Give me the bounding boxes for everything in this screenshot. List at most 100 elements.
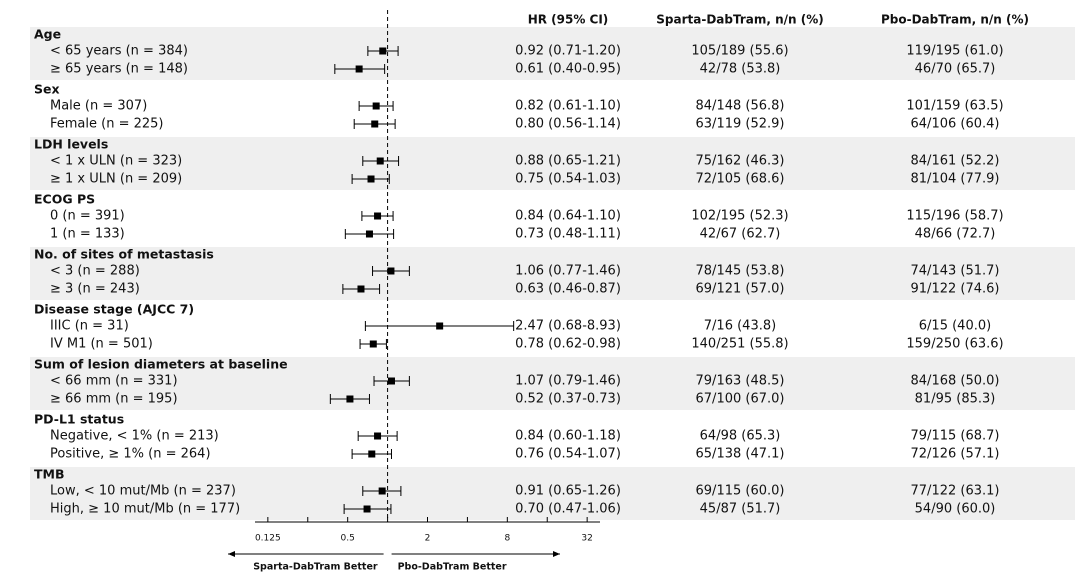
row-label: Negative, < 1% (n = 213) [50,429,219,444]
arm1-text: 140/251 (55.8) [691,337,788,352]
group-label: No. of sites of metastasis [34,247,214,262]
group-label: LDH levels [34,137,108,152]
row-label: < 66 mm (n = 331) [50,374,178,389]
arm2-text: 84/161 (52.2) [911,154,1000,169]
point-estimate [357,285,365,293]
point-estimate [363,505,371,513]
arm2-text: 64/106 (60.4) [911,117,1000,132]
column-header: Sparta-DabTram, n/n (%) [656,13,823,27]
point-estimate [371,120,379,128]
row-band [30,27,1075,80]
point-estimate [368,450,376,458]
group-label: Sum of lesion diameters at baseline [34,357,288,372]
point-estimate [365,230,373,238]
point-estimate [369,340,377,348]
x-tick-label: 32 [581,534,592,544]
arm1-text: 45/87 (51.7) [700,502,781,517]
hr-text: 0.75 (0.54-1.03) [515,172,621,187]
right-annotation: Pbo-DabTram Better [398,562,507,573]
point-estimate [367,175,375,183]
hr-text: 1.07 (0.79-1.46) [515,374,621,389]
arm1-text: 42/78 (53.8) [700,62,781,77]
left-annotation: Sparta-DabTram Better [253,562,378,573]
hr-text: 0.84 (0.64-1.10) [515,209,621,224]
row-label: ≥ 1 x ULN (n = 209) [50,172,182,187]
arm1-text: 64/98 (65.3) [700,429,781,444]
arm2-text: 84/168 (50.0) [911,374,1000,389]
group-label: ECOG PS [34,192,95,207]
group-label: Sex [34,82,60,97]
arm2-text: 74/143 (51.7) [911,264,1000,279]
hr-text: 0.52 (0.37-0.73) [515,392,621,407]
row-label: Positive, ≥ 1% (n = 264) [50,447,211,462]
row-label: High, ≥ 10 mut/Mb (n = 177) [50,502,240,517]
arm2-text: 81/104 (77.9) [911,172,1000,187]
x-tick-label: 0.5 [341,534,355,544]
group-label: PD-L1 status [34,412,124,427]
hr-text: 0.82 (0.61-1.10) [515,99,621,114]
arm1-text: 72/105 (68.6) [696,172,785,187]
row-label: 0 (n = 391) [50,209,125,224]
row-label: Female (n = 225) [50,117,164,132]
group-label: TMB [34,467,65,482]
arm2-text: 48/66 (72.7) [915,227,996,242]
arm2-text: 159/250 (63.6) [906,337,1003,352]
row-band [30,357,1075,410]
arm2-text: 79/115 (68.7) [911,429,1000,444]
arm2-text: 101/159 (63.5) [906,99,1003,114]
x-tick-label: 0.125 [255,534,281,544]
bands [30,27,1075,520]
arm2-text: 6/15 (40.0) [919,319,991,334]
arm1-text: 69/115 (60.0) [696,484,785,499]
point-estimate [372,102,380,110]
row-label: ≥ 65 years (n = 148) [50,62,188,77]
arm1-text: 65/138 (47.1) [696,447,785,462]
hr-text: 0.63 (0.46-0.87) [515,282,621,297]
arm2-text: 115/196 (58.7) [906,209,1003,224]
row-label: 1 (n = 133) [50,227,125,242]
arm1-text: 75/162 (46.3) [696,154,785,169]
row-band [30,467,1075,520]
row-band [30,137,1075,190]
column-header: HR (95% CI) [528,13,609,27]
point-estimate [387,267,395,275]
hr-text: 0.92 (0.71-1.20) [515,44,621,59]
row-label: IIIC (n = 31) [50,319,129,334]
arm2-text: 46/70 (65.7) [915,62,996,77]
arm1-text: 78/145 (53.8) [696,264,785,279]
row-label: < 3 (n = 288) [50,264,140,279]
point-estimate [355,65,363,73]
arm1-text: 79/163 (48.5) [696,374,785,389]
row-label: Male (n = 307) [50,99,147,114]
point-estimate [378,487,386,495]
arm1-text: 105/189 (55.6) [691,44,788,59]
arm1-text: 67/100 (67.0) [696,392,785,407]
group-label: Disease stage (AJCC 7) [34,302,194,317]
arm1-text: 84/148 (56.8) [696,99,785,114]
hr-text: 0.73 (0.48-1.11) [515,227,621,242]
hr-text: 0.76 (0.54-1.07) [515,447,621,462]
point-estimate [374,212,382,220]
group-label: Age [34,27,61,42]
hr-text: 0.88 (0.65-1.21) [515,154,621,169]
point-estimate [379,47,387,55]
arm1-text: 63/119 (52.9) [696,117,785,132]
arm1-text: 102/195 (52.3) [691,209,788,224]
row-label: < 65 years (n = 384) [50,44,188,59]
row-band [30,247,1075,300]
row-label: IV M1 (n = 501) [50,337,153,352]
point-estimate [436,322,444,330]
point-estimate [387,377,395,385]
arm2-text: 77/122 (63.1) [911,484,1000,499]
hr-text: 0.84 (0.60-1.18) [515,429,621,444]
hr-text: 0.91 (0.65-1.26) [515,484,621,499]
arm1-text: 42/67 (62.7) [700,227,781,242]
row-label: ≥ 3 (n = 243) [50,282,140,297]
hr-text: 0.80 (0.56-1.14) [515,117,621,132]
column-header: Pbo-DabTram, n/n (%) [881,13,1029,27]
row-label: Low, < 10 mut/Mb (n = 237) [50,484,236,499]
row-label: < 1 x ULN (n = 323) [50,154,182,169]
point-estimate [346,395,354,403]
hr-text: 0.78 (0.62-0.98) [515,337,621,352]
